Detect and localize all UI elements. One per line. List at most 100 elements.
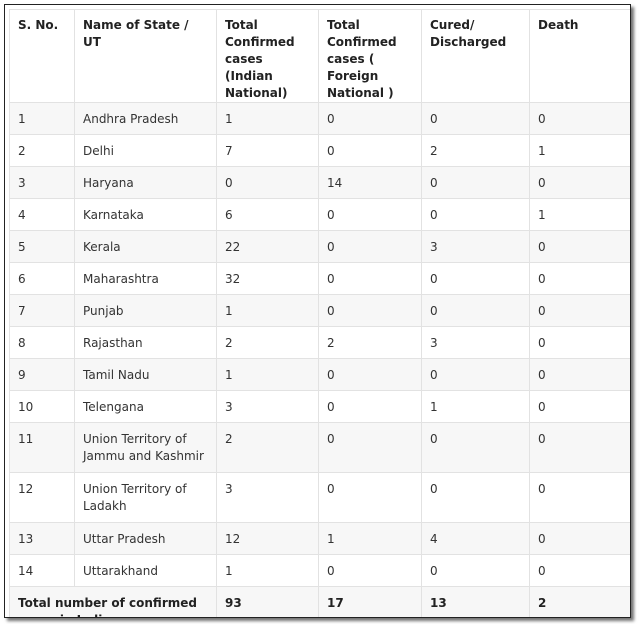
cell-cured-discharged: 4 [421, 522, 530, 555]
table-row: 7 Punjab 1 0 0 0 [9, 294, 630, 327]
header-state-name: Name of State / UT [74, 9, 217, 103]
cell-state-name: Union Territory of Ladakh [74, 472, 217, 523]
table-row: 12 Union Territory of Ladakh 3 0 0 0 [9, 472, 630, 523]
cell-cured-discharged: 0 [421, 472, 530, 523]
cell-cured-discharged: 0 [421, 358, 530, 391]
table-row: 2 Delhi 7 0 2 1 [9, 134, 630, 167]
total-death: 2 [529, 586, 630, 617]
cell-state-name: Uttar Pradesh [74, 522, 217, 555]
cell-state-name: Andhra Pradesh [74, 102, 217, 135]
table-row: 3 Haryana 0 14 0 0 [9, 166, 630, 199]
total-cured: 13 [421, 586, 530, 617]
table-row: 6 Maharashtra 32 0 0 0 [9, 262, 630, 295]
table-body: 1 Andhra Pradesh 1 0 0 0 2 Delhi 7 0 2 1 3 Haryana 0 14… [9, 102, 630, 587]
cell-state-name: Tamil Nadu [74, 358, 217, 391]
cell-death: 0 [529, 326, 630, 359]
cell-confirmed-indian: 6 [216, 198, 319, 231]
cell-state-name: Karnataka [74, 198, 217, 231]
cell-confirmed-foreign: 0 [318, 230, 422, 263]
cell-state-name: Rajasthan [74, 326, 217, 359]
cell-cured-discharged: 0 [421, 554, 530, 587]
table-row: 1 Andhra Pradesh 1 0 0 0 [9, 102, 630, 135]
cell-death: 0 [529, 358, 630, 391]
cell-state-name: Delhi [74, 134, 217, 167]
total-row: Total number of confirmed cases in India… [9, 586, 630, 617]
cell-confirmed-indian: 3 [216, 390, 319, 423]
cell-death: 0 [529, 102, 630, 135]
cell-confirmed-indian: 32 [216, 262, 319, 295]
cell-death: 0 [529, 166, 630, 199]
cell-death: 0 [529, 422, 630, 473]
covid-cases-table: S. No. Name of State / UT Total Confirme… [9, 9, 630, 617]
cell-confirmed-indian: 2 [216, 422, 319, 473]
cell-confirmed-foreign: 0 [318, 472, 422, 523]
cell-death: 0 [529, 554, 630, 587]
cell-confirmed-foreign: 0 [318, 294, 422, 327]
cell-confirmed-indian: 1 [216, 294, 319, 327]
cell-serial-number: 7 [9, 294, 75, 327]
table-frame: S. No. Name of State / UT Total Confirme… [4, 4, 631, 618]
cell-state-name: Uttarakhand [74, 554, 217, 587]
cell-confirmed-indian: 22 [216, 230, 319, 263]
cell-confirmed-foreign: 0 [318, 134, 422, 167]
cell-cured-discharged: 0 [421, 262, 530, 295]
header-confirmed-foreign: Total Confirmed cases ( Foreign National… [318, 9, 422, 103]
header-confirmed-indian: Total Confirmed cases (Indian National) [216, 9, 319, 103]
cell-cured-discharged: 0 [421, 166, 530, 199]
table-row: 11 Union Territory of Jammu and Kashmir 2 0… [9, 422, 630, 473]
cell-death: 1 [529, 198, 630, 231]
cell-serial-number: 11 [9, 422, 75, 473]
cell-death: 0 [529, 390, 630, 423]
cell-serial-number: 1 [9, 102, 75, 135]
cell-serial-number: 13 [9, 522, 75, 555]
table-header-row: S. No. Name of State / UT Total Confirme… [9, 9, 630, 103]
cell-serial-number: 14 [9, 554, 75, 587]
table-row: 4 Karnataka 6 0 0 1 [9, 198, 630, 231]
cell-serial-number: 10 [9, 390, 75, 423]
cell-state-name: Union Territory of Jammu and Kashmir [74, 422, 217, 473]
cell-confirmed-foreign: 2 [318, 326, 422, 359]
header-cured-discharged: Cured/ Discharged [421, 9, 530, 103]
cell-serial-number: 2 [9, 134, 75, 167]
cell-cured-discharged: 0 [421, 294, 530, 327]
table-row: 5 Kerala 22 0 3 0 [9, 230, 630, 263]
cell-confirmed-indian: 3 [216, 472, 319, 523]
cell-confirmed-foreign: 1 [318, 522, 422, 555]
cell-confirmed-indian: 2 [216, 326, 319, 359]
cell-cured-discharged: 2 [421, 134, 530, 167]
cell-cured-discharged: 0 [421, 198, 530, 231]
cell-cured-discharged: 1 [421, 390, 530, 423]
cell-state-name: Haryana [74, 166, 217, 199]
cell-cured-discharged: 3 [421, 326, 530, 359]
total-label: Total number of confirmed cases in India [9, 586, 217, 617]
cell-confirmed-indian: 7 [216, 134, 319, 167]
cell-serial-number: 5 [9, 230, 75, 263]
cell-confirmed-foreign: 0 [318, 358, 422, 391]
cell-serial-number: 4 [9, 198, 75, 231]
cell-confirmed-foreign: 14 [318, 166, 422, 199]
cell-serial-number: 9 [9, 358, 75, 391]
cell-state-name: Kerala [74, 230, 217, 263]
cell-confirmed-foreign: 0 [318, 102, 422, 135]
cell-serial-number: 8 [9, 326, 75, 359]
cell-serial-number: 6 [9, 262, 75, 295]
cell-confirmed-indian: 12 [216, 522, 319, 555]
cell-death: 0 [529, 230, 630, 263]
cell-state-name: Telengana [74, 390, 217, 423]
cell-state-name: Punjab [74, 294, 217, 327]
cell-cured-discharged: 0 [421, 422, 530, 473]
cell-state-name: Maharashtra [74, 262, 217, 295]
cell-death: 0 [529, 262, 630, 295]
cell-serial-number: 3 [9, 166, 75, 199]
cell-confirmed-foreign: 0 [318, 554, 422, 587]
cell-death: 0 [529, 294, 630, 327]
cell-confirmed-foreign: 0 [318, 262, 422, 295]
table-row: 14 Uttarakhand 1 0 0 0 [9, 554, 630, 587]
cell-serial-number: 12 [9, 472, 75, 523]
header-death: Death [529, 9, 630, 103]
cell-confirmed-foreign: 0 [318, 390, 422, 423]
cell-confirmed-foreign: 0 [318, 198, 422, 231]
cell-cured-discharged: 3 [421, 230, 530, 263]
cell-confirmed-indian: 1 [216, 102, 319, 135]
total-indian: 93 [216, 586, 319, 617]
